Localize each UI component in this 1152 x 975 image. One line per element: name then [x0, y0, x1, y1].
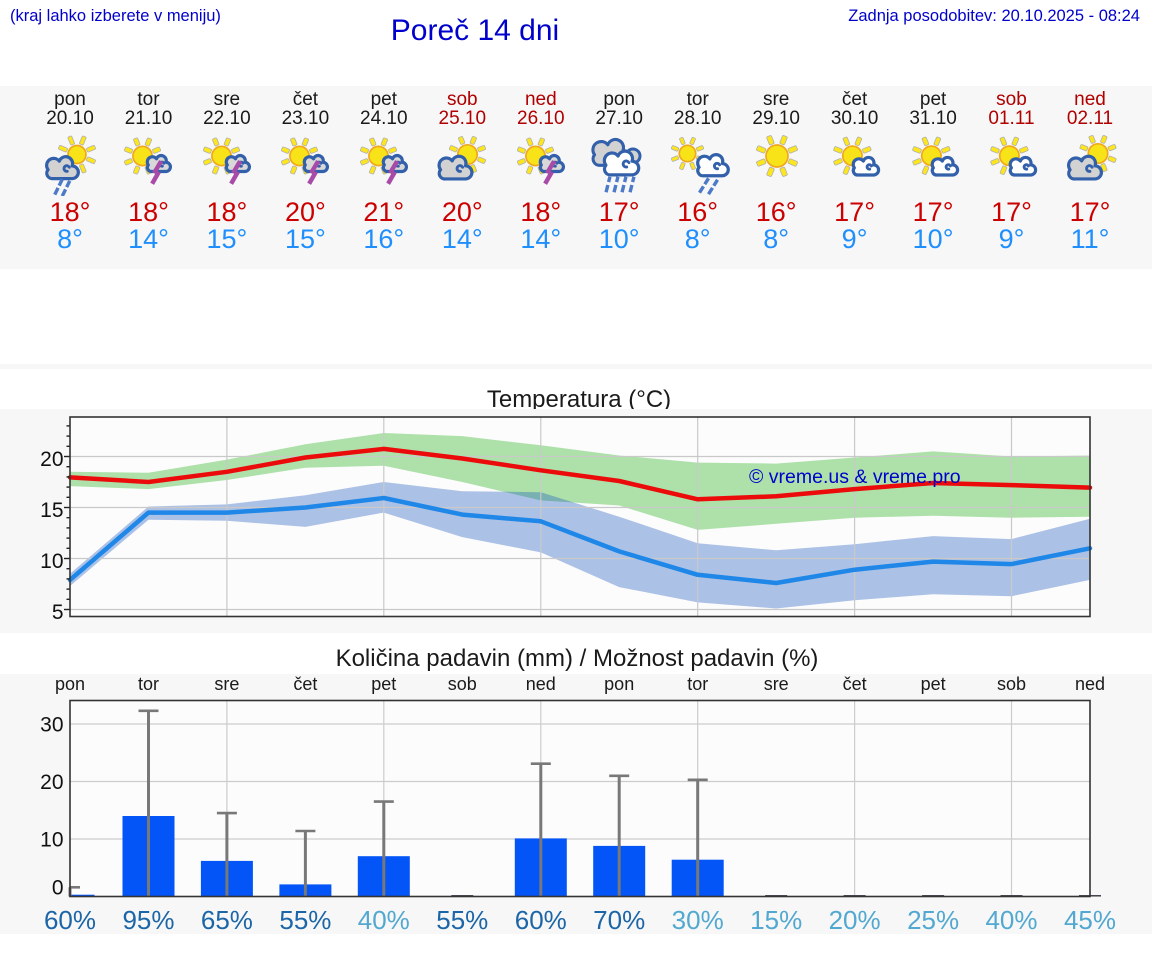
svg-text:0: 0 — [52, 877, 64, 900]
svg-text:20: 20 — [40, 771, 63, 794]
svg-text:10: 10 — [40, 550, 63, 573]
svg-text:© vreme.us & vreme.pro: © vreme.us & vreme.pro — [749, 466, 961, 488]
svg-text:15: 15 — [40, 499, 63, 522]
svg-text:20: 20 — [40, 448, 63, 471]
svg-text:30: 30 — [40, 714, 63, 737]
svg-text:5: 5 — [52, 601, 64, 624]
svg-text:10: 10 — [40, 829, 63, 852]
